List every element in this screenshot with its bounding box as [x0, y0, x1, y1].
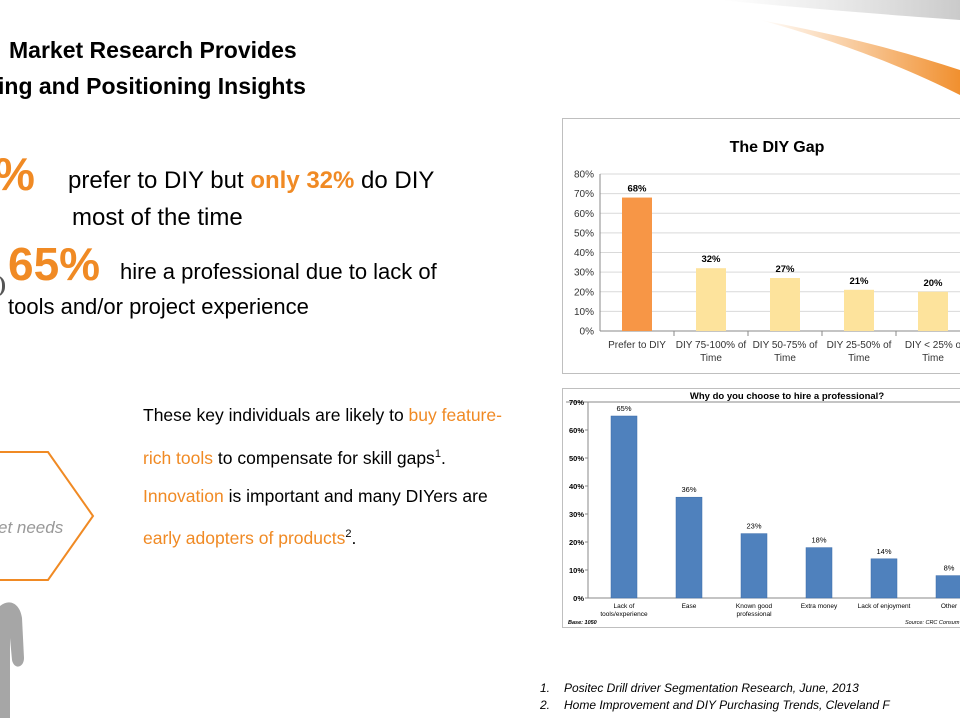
- chart1-bar: [844, 289, 874, 331]
- para-text-3: .: [440, 447, 446, 468]
- decorative-swoosh: [720, 0, 960, 95]
- chart1-ytick-label: 60%: [574, 209, 594, 220]
- footnote-2-number: 2.: [540, 698, 551, 712]
- chart2-base-note: Base: 1050: [568, 620, 597, 626]
- footnote-ref-1: 1: [434, 447, 441, 460]
- chart2-xtick-label: Extra money: [801, 603, 838, 610]
- chart2-xtick-label: tools/experience: [600, 611, 648, 618]
- chart2-xtick-label: Ease: [682, 603, 697, 610]
- chart2-ytick-label: 50%: [569, 454, 584, 463]
- footnote-ref-2: 2: [345, 528, 352, 541]
- chart1-title: The DIY Gap: [730, 139, 825, 156]
- chart2-data-label: 14%: [876, 547, 891, 556]
- chart1-data-label: 27%: [775, 264, 795, 275]
- chart2-ytick-label: 60%: [569, 426, 584, 435]
- chart1-bar: [770, 278, 800, 331]
- chart2-ytick-label: 70%: [569, 398, 584, 407]
- chart2-data-label: 65%: [616, 404, 631, 413]
- footnote-2: 2. Home Improvement and DIY Purchasing Tr…: [540, 697, 890, 714]
- chart2-data-label: 23%: [746, 522, 761, 531]
- chart2-xtick-label: Other: [941, 603, 958, 610]
- chart2-xtick-label: professional: [736, 611, 772, 618]
- chart1-ytick-label: 40%: [574, 248, 594, 259]
- chart2-xtick-label: Known good: [736, 603, 773, 610]
- chart1-xtick-label: Prefer to DIY: [608, 340, 666, 351]
- chart1-data-label: 32%: [701, 254, 721, 265]
- chart1-ytick-label: 0%: [580, 327, 595, 338]
- footnote-1-text: Positec Drill driver Segmentation Resear…: [564, 681, 859, 695]
- chart2-bar: [675, 496, 703, 599]
- chart1-bar: [696, 268, 726, 331]
- stat1-text-b: do DIY: [354, 167, 435, 194]
- chart1-data-label: 20%: [923, 278, 943, 289]
- stat1-text: prefer to DIY but only 32% do DIY: [68, 166, 434, 196]
- chart1-ytick-label: 50%: [574, 228, 594, 239]
- stat2-text-line1: hire a professional due to lack of: [120, 259, 437, 284]
- para-text-5: .: [351, 528, 357, 549]
- title-line-2: ing and Positioning Insights: [0, 73, 306, 99]
- chart2-data-label: 8%: [944, 564, 955, 573]
- chart1-ytick-label: 70%: [574, 189, 594, 200]
- chart2-bar: [935, 575, 960, 599]
- chart1-xtick-label: DIY 75-100% of: [676, 340, 747, 351]
- chart1-data-label: 21%: [849, 276, 869, 287]
- chart2-bar: [610, 415, 638, 599]
- chart2-data-label: 18%: [811, 536, 826, 545]
- para-highlight-early-adopters: early adopters of products: [143, 528, 346, 549]
- footnote-1: 1. Positec Drill driver Segmentation Rese…: [540, 680, 890, 697]
- insight-paragraph: These key individuals are likely to buy …: [143, 396, 503, 558]
- para-highlight-feature-rich: buy feature-rich tools: [143, 405, 502, 468]
- footnote-2-text: Home Improvement and DIY Purchasing Tren…: [564, 698, 890, 712]
- chart2-ytick-label: 0%: [573, 594, 584, 603]
- chart1-ytick-label: 10%: [574, 307, 594, 318]
- hexagon-label: et needs: [0, 518, 64, 537]
- stat2-arc-decoration: [0, 275, 5, 297]
- para-text-4: is important and many DIYers are: [223, 485, 488, 506]
- chart2-bar: [870, 558, 898, 599]
- hexagon-shape: [0, 451, 95, 581]
- chart1-bar: [918, 291, 948, 331]
- stat1-highlight: only 32%: [250, 167, 355, 194]
- para-text-2: to compensate for skill gaps: [213, 447, 435, 468]
- chart2-ytick-label: 40%: [569, 482, 584, 491]
- chart2-bar: [805, 547, 833, 599]
- chart1-xtick-label: Time: [700, 353, 722, 364]
- chart1-xtick-label: Time: [922, 353, 944, 364]
- chart2-ytick-label: 20%: [569, 538, 584, 547]
- chart2-bar: [740, 533, 768, 599]
- chart1-xtick-label: DIY < 25% o: [905, 340, 960, 351]
- chart1-bar: [622, 197, 652, 331]
- chart1-ytick-label: 80%: [574, 170, 594, 181]
- person-silhouette-icon: [0, 602, 24, 718]
- chart1-xtick-label: Time: [848, 353, 870, 364]
- chart2-title: Why do you choose to hire a professional…: [690, 391, 884, 402]
- para-text-1: These key individuals are likely to: [143, 405, 409, 425]
- chart1-ytick-label: 20%: [574, 287, 594, 298]
- para-highlight-innovation: Innovation: [143, 485, 224, 506]
- stat1-text-a: prefer to DIY but: [68, 167, 251, 194]
- chart2-xtick-label: Lack of enjoyment: [858, 603, 911, 610]
- chart2-source-note: Source: CRC Consum: [905, 620, 960, 626]
- stat1-percent: %: [0, 150, 35, 198]
- chart2-ytick-label: 10%: [569, 566, 584, 575]
- title-line-1: Market Research Provides: [9, 37, 297, 63]
- slide-title: Market Research Provides ing and Positio…: [0, 32, 306, 104]
- stat2-text-line2: tools and/or project experience: [8, 294, 309, 319]
- chart1-xtick-label: DIY 50-75% of: [753, 340, 818, 351]
- chart2-ytick-label: 30%: [569, 510, 584, 519]
- chart1-data-label: 68%: [627, 184, 647, 195]
- chart1-ytick-label: 30%: [574, 268, 594, 279]
- footnotes: 1. Positec Drill driver Segmentation Rese…: [540, 680, 890, 714]
- stat1-text-line2: most of the time: [72, 204, 243, 231]
- footnote-1-number: 1.: [540, 681, 551, 695]
- chart2-data-label: 36%: [681, 485, 696, 494]
- chart1-xtick-label: DIY 25-50% of: [827, 340, 892, 351]
- chart2-xtick-label: Lack of: [614, 603, 635, 610]
- stat2-percent: 65%: [8, 238, 101, 290]
- chart1-xtick-label: Time: [774, 353, 796, 364]
- hire-professional-chart: Why do you choose to hire a professional…: [562, 388, 960, 628]
- diy-gap-chart: The DIY Gap 0% 10% 20% 30% 40% 50% 60% 70% 80% 68%…: [562, 118, 960, 374]
